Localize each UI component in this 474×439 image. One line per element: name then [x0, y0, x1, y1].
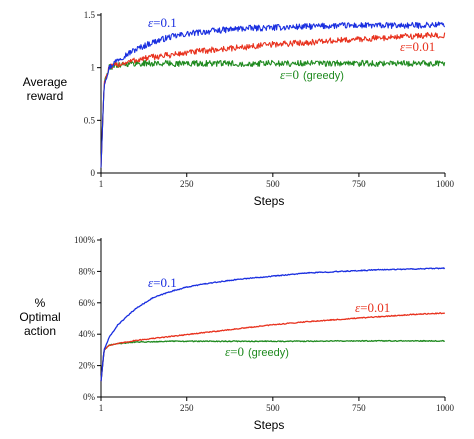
series-line-eps-0	[100, 339, 446, 382]
x-tick-label: 750	[352, 179, 366, 189]
x-tick-label: 1000	[436, 403, 455, 413]
series-line-eps-0-01	[100, 31, 446, 168]
y-tick-label: 60%	[79, 298, 96, 308]
y-tick-label: 0	[91, 168, 96, 178]
x-axis-title: Steps	[254, 418, 285, 432]
series-line-eps-0-01	[100, 312, 446, 382]
x-tick-label: 1000	[436, 179, 455, 189]
series-label-eps-0-01: ε=0.01	[355, 300, 390, 315]
y-axis-title: Average reward	[23, 75, 68, 103]
series-label-eps-0: ε=0 (greedy)	[225, 344, 289, 359]
series-line-eps-0-1	[100, 267, 446, 382]
x-axis-title: Steps	[254, 194, 285, 208]
y-tick-label: 40%	[79, 329, 96, 339]
series-label-eps-0-01: ε=0.01	[400, 39, 435, 54]
x-tick-label: 500	[266, 403, 280, 413]
series-line-eps-0	[100, 59, 446, 168]
x-tick-label: 250	[180, 179, 194, 189]
series-label-eps-0: ε=0 (greedy)	[280, 67, 344, 82]
y-tick-label: 80%	[79, 266, 96, 276]
y-tick-label: 0%	[83, 392, 96, 402]
series-line-eps-0-1	[100, 21, 446, 168]
y-tick-label: 100%	[74, 235, 96, 245]
y-tick-label: 1.5	[84, 10, 96, 20]
y-axis-title: % Optimal action	[19, 296, 60, 338]
y-tick-label: 1	[91, 63, 96, 73]
average-reward-chart: 0 0.5 1 1.5 1 250 500 750 1000 Steps Average reward…	[23, 10, 455, 208]
series-label-eps-0-1: ε=0.1	[148, 15, 177, 30]
x-tick-label: 500	[266, 179, 280, 189]
x-tick-label: 750	[352, 403, 366, 413]
y-tick-label: 20%	[79, 361, 96, 371]
x-tick-label: 1	[99, 403, 104, 413]
y-tick-label: 0.5	[84, 115, 96, 125]
x-tick-label: 1	[99, 179, 104, 189]
x-tick-label: 250	[180, 403, 194, 413]
optimal-action-chart: 0% 20% 40% 60% 80% 100% 1 250 500 750 1000 Steps % Op…	[19, 235, 454, 432]
series-label-eps-0-1: ε=0.1	[148, 275, 177, 290]
